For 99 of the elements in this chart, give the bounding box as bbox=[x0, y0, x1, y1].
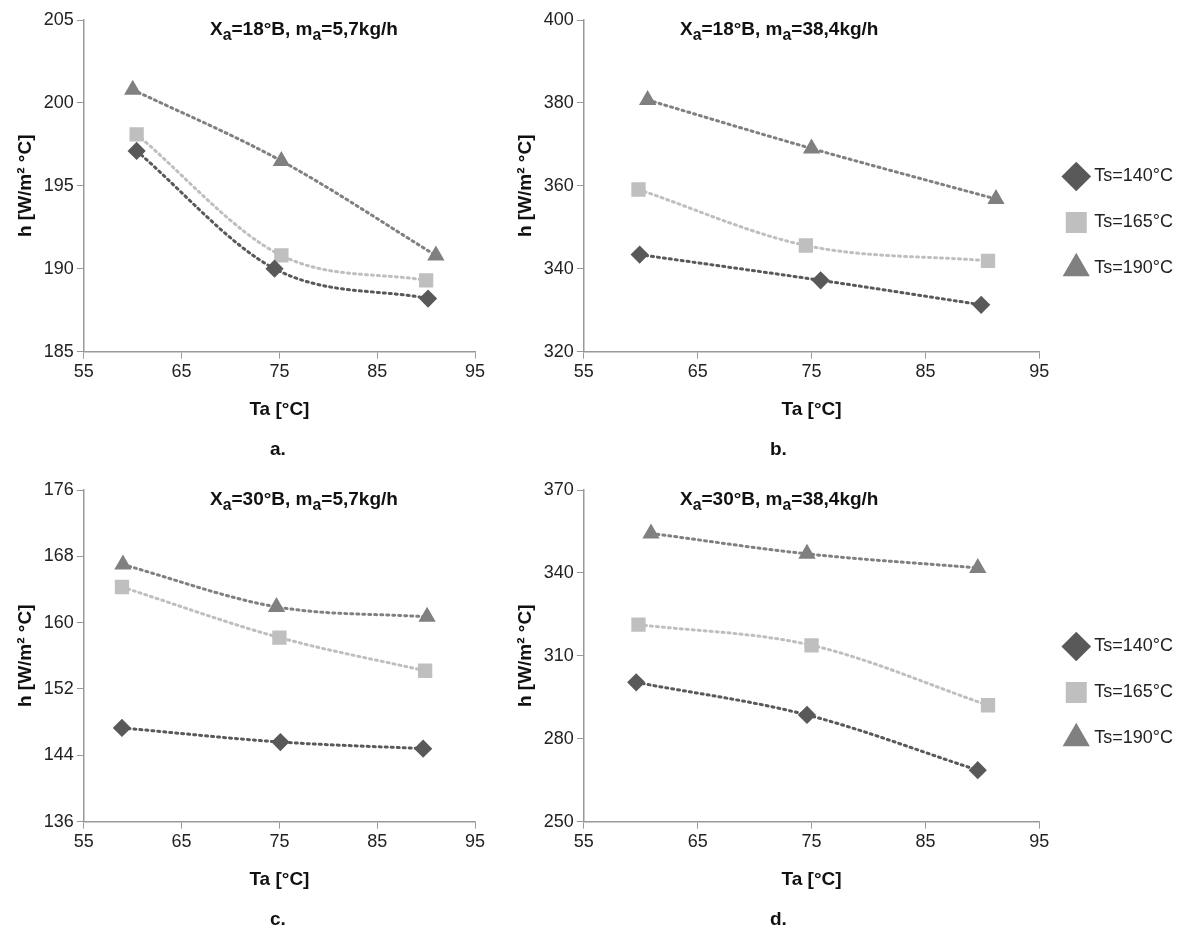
y-tick-label: 200 bbox=[43, 91, 74, 112]
y-tick-label: 370 bbox=[543, 478, 574, 499]
x-tick-label: 55 bbox=[573, 831, 594, 852]
point bbox=[419, 290, 437, 308]
y-tick-label: 195 bbox=[43, 174, 74, 195]
x-axis-title: Ta [°C] bbox=[781, 397, 842, 419]
chart-title: X$_{a}$=30°B, m$_{a}$=38,4kg/h bbox=[680, 488, 879, 514]
y-tick-label: 340 bbox=[543, 561, 574, 582]
point bbox=[804, 638, 819, 653]
point bbox=[129, 127, 144, 142]
y-axis-title: h [W/m² °C] bbox=[13, 604, 35, 708]
legend-label: Ts=140°C bbox=[1094, 635, 1174, 656]
x-axis-title: Ta [°C] bbox=[249, 867, 310, 889]
x-tick-label: 95 bbox=[464, 361, 486, 382]
x-tick-label: 95 bbox=[1029, 831, 1050, 852]
x-tick-label: 75 bbox=[269, 831, 290, 852]
legend-label: Ts=190°C bbox=[1094, 257, 1174, 278]
point bbox=[418, 273, 434, 288]
point bbox=[643, 524, 659, 539]
point bbox=[272, 630, 287, 645]
point bbox=[419, 608, 435, 622]
x-tick-label: 85 bbox=[915, 831, 936, 852]
y-tick-label: 380 bbox=[543, 91, 574, 112]
point bbox=[627, 673, 645, 691]
point bbox=[969, 761, 987, 779]
point bbox=[414, 740, 432, 758]
point bbox=[980, 698, 996, 713]
point bbox=[803, 140, 820, 154]
point bbox=[274, 248, 289, 263]
x-axis-title: Ta [°C] bbox=[249, 397, 310, 419]
point bbox=[631, 182, 646, 197]
x-tick-label: 55 bbox=[73, 361, 94, 382]
chart-title: X$_{a}$=18°B, m$_{a}$=38,4kg/h bbox=[680, 18, 879, 44]
x-tick-label: 95 bbox=[464, 831, 486, 852]
y-axis-title: h [W/m² °C] bbox=[13, 134, 35, 238]
chart-title: X$_{a}$=18°B, m$_{a}$=5,7kg/h bbox=[210, 18, 398, 44]
x-axis-title: Ta [°C] bbox=[781, 867, 842, 889]
legend-label: Ts=165°C bbox=[1094, 211, 1174, 232]
y-tick-label: 340 bbox=[543, 257, 574, 278]
y-tick-label: 152 bbox=[43, 677, 74, 698]
point bbox=[798, 238, 814, 253]
legend-label: Ts=140°C bbox=[1094, 165, 1174, 186]
point bbox=[271, 733, 289, 751]
x-tick-label: 75 bbox=[269, 361, 290, 382]
point bbox=[114, 579, 130, 595]
point bbox=[631, 617, 646, 632]
chart-title: X$_{a}$=30°B, m$_{a}$=5,7kg/h bbox=[210, 488, 398, 514]
y-tick-label: 176 bbox=[43, 478, 74, 499]
point bbox=[972, 296, 990, 314]
text: a. bbox=[270, 438, 286, 460]
x-tick-label: 65 bbox=[171, 361, 192, 382]
x-tick-label: 65 bbox=[171, 831, 192, 852]
point bbox=[428, 246, 444, 261]
y-tick-label: 185 bbox=[43, 340, 74, 361]
x-tick-label: 85 bbox=[367, 831, 388, 852]
x-tick-label: 55 bbox=[73, 831, 94, 852]
y-axis-title: h [W/m² °C] bbox=[513, 134, 535, 238]
y-tick-label: 400 bbox=[543, 8, 574, 29]
text: c. bbox=[270, 908, 286, 930]
legend-label: Ts=190°C bbox=[1094, 727, 1174, 748]
x-tick-label: 95 bbox=[1029, 361, 1050, 382]
y-tick-label: 320 bbox=[543, 340, 574, 361]
point bbox=[128, 142, 146, 160]
point bbox=[417, 663, 433, 678]
point bbox=[113, 719, 131, 737]
point bbox=[970, 559, 986, 573]
y-tick-label: 136 bbox=[43, 810, 74, 831]
point bbox=[268, 598, 285, 612]
text: b. bbox=[770, 438, 787, 460]
y-tick-label: 190 bbox=[43, 257, 74, 278]
point bbox=[631, 246, 649, 264]
point bbox=[273, 152, 289, 166]
x-tick-label: 85 bbox=[915, 361, 936, 382]
point bbox=[799, 545, 815, 559]
y-tick-label: 360 bbox=[543, 174, 574, 195]
x-tick-label: 65 bbox=[687, 831, 708, 852]
point bbox=[988, 190, 1004, 205]
y-tick-label: 160 bbox=[43, 611, 74, 632]
point bbox=[980, 253, 996, 268]
x-tick-label: 65 bbox=[687, 361, 708, 382]
y-tick-label: 205 bbox=[43, 8, 74, 29]
y-tick-label: 144 bbox=[43, 744, 74, 765]
legend-label: Ts=165°C bbox=[1094, 681, 1174, 702]
x-tick-label: 75 bbox=[801, 831, 822, 852]
y-tick-label: 168 bbox=[43, 545, 74, 566]
point bbox=[115, 556, 131, 570]
x-tick-label: 75 bbox=[801, 361, 822, 382]
y-tick-label: 280 bbox=[543, 727, 574, 748]
point bbox=[125, 81, 141, 95]
x-tick-label: 85 bbox=[367, 361, 388, 382]
point bbox=[798, 706, 816, 724]
x-tick-label: 55 bbox=[573, 361, 594, 382]
y-tick-label: 310 bbox=[543, 644, 574, 665]
text: d. bbox=[770, 908, 787, 930]
y-tick-label: 250 bbox=[543, 810, 574, 831]
point bbox=[266, 260, 284, 278]
point bbox=[812, 271, 830, 289]
y-axis-title: h [W/m² °C] bbox=[513, 604, 535, 708]
point bbox=[640, 91, 656, 105]
